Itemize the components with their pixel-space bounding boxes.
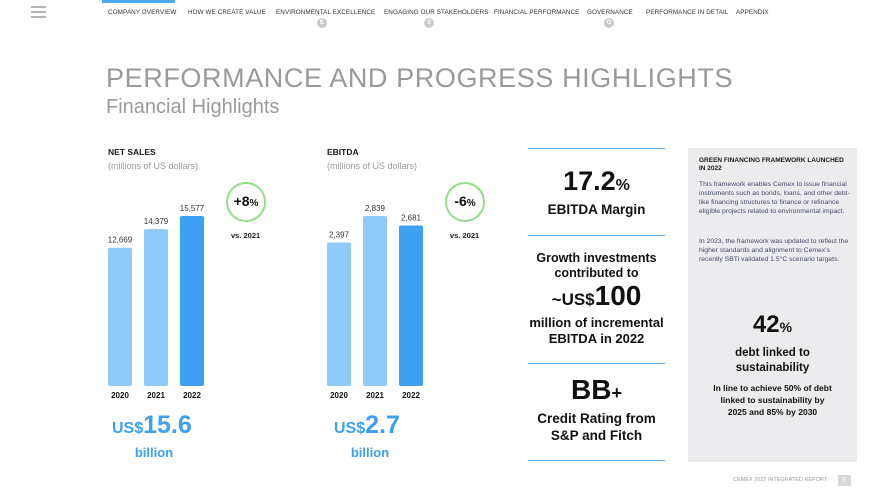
net-sales-change-unit: % [249,198,259,209]
ebitda-margin-value: 17.2% [518,166,675,197]
net-sales-change-badge: +8% [226,182,266,222]
kpi-divider-bottom [528,460,665,461]
ebitda-currency: US$ [334,420,366,437]
ebitda-tick-2022: 2022 [402,391,420,400]
green-financing-para-2: In 2023, the framework was updated to re… [699,238,849,263]
nav-appendix[interactable]: APPENDIX [736,9,769,16]
net-sales-tick-2020: 2020 [111,391,129,400]
ebitda-total-unit: billion [350,445,390,460]
ebitda-unit: (millions of US dollars) [327,161,418,171]
page-subtitle: Financial Highlights [106,96,280,118]
credit-rating-label-1: Credit Rating from [537,411,656,426]
growth-number: 100 [594,280,642,311]
net-sales-title: NET SALES [108,147,156,157]
ebitda-bar-2022 [399,225,423,386]
growth-intro-1: Growth investments [536,251,657,265]
nav-financial-performance[interactable]: FINANCIAL PERFORMANCE [494,9,580,16]
nav-active-indicator [102,0,175,3]
growth-label-1: million of incremental [529,315,664,330]
nav-governance[interactable]: GOVERNANCE [587,9,633,16]
net-sales-tick-2021: 2021 [147,391,165,400]
ebitda-value-label-2022: 2,681 [401,213,422,222]
green-financing-heading: GREEN FINANCING FRAMEWORK LAUNCHED IN 20… [699,157,844,172]
net-sales-currency: US$ [112,420,144,437]
growth-label-2: EBITDA in 2022 [548,331,645,346]
ebitda-tick-2020: 2020 [330,391,348,400]
sustainability-debt-label-2: sustainability [735,362,810,374]
ebitda-chart: 2,397 2020 2,839 2021 2,681 2022 [327,204,423,400]
growth-prefix: ~US$ [551,290,595,309]
ebitda-bar-2021 [363,216,387,386]
ebitda-vs-label: vs. 2021 [450,231,480,240]
net-sales-bar-2020 [108,247,132,386]
net-sales-value-label-2021: 14,379 [144,217,169,226]
nav-engaging-stakeholders[interactable]: ENGAGING OUR STAKEHOLDERS [384,9,489,16]
credit-rating-value: BB+ [518,374,675,406]
sustainability-debt-number: 42 [752,311,780,338]
net-sales-bar-2022 [180,216,204,386]
badge-governance: G [604,18,614,28]
ebitda-margin-number: 17.2 [563,166,616,196]
green-financing-panel: GREEN FINANCING FRAMEWORK LAUNCHED IN 20… [688,148,857,462]
nav-company-overview[interactable]: COMPANY OVERVIEW [108,9,177,16]
sustainability-debt-label-1: debt linked to [735,347,810,359]
net-sales-bar-2021 [144,229,168,386]
ebitda-change-badge: -6% [445,182,485,222]
nav-environmental-excellence[interactable]: ENVIRONMENTAL EXCELLENCE [276,9,376,16]
nav-performance-in-detail[interactable]: PERFORMANCE IN DETAIL [646,9,729,16]
net-sales-value-label-2020: 12,669 [108,236,133,245]
badge-social: S [424,18,434,28]
growth-intro-2: contributed to [554,266,639,280]
menu-icon[interactable] [31,6,46,18]
badge-environmental: E [317,18,327,28]
net-sales-chart: 12,669 2020 14,379 2021 15,577 2022 [108,204,205,400]
credit-rating-grade: BB [571,374,612,405]
kpi-divider-2 [528,235,665,236]
sustainability-target-text: In line to achieve 50% of debt linked to… [713,383,832,417]
kpi-divider-top [528,148,665,149]
net-sales-total-value: 15.6 [143,411,192,439]
net-sales-vs-label: vs. 2021 [231,231,261,240]
ebitda-total: US$2.7 [334,411,400,440]
net-sales-value-label-2022: 15,577 [180,204,205,213]
credit-rating-suffix: + [611,383,622,403]
sustainability-debt-unit: % [779,319,793,335]
ebitda-title: EBITDA [327,147,359,157]
ebitda-tick-2021: 2021 [366,391,384,400]
sustainability-debt-value: 42% [688,311,857,339]
ebitda-change-value: -6 [454,193,467,209]
net-sales-total-unit: billion [134,445,174,460]
nav-how-we-create-value[interactable]: HOW WE CREATE VALUE [188,9,266,16]
net-sales-total: US$15.6 [112,411,192,440]
ebitda-bar-2020 [327,242,351,386]
ebitda-margin-label: EBITDA Margin [547,202,646,217]
ebitda-value-label-2021: 2,839 [365,204,386,213]
ebitda-margin-unit: % [615,177,630,194]
footer-report-name: CEMEX 2022 INTEGRATED REPORT [733,477,828,483]
green-financing-para-1: This framework enables Cemex to issue fi… [699,181,850,215]
growth-value: ~US$100 [518,280,675,312]
credit-rating-label-2: S&P and Fitch [550,428,643,443]
ebitda-change-unit: % [466,198,476,209]
page-number: 6 [838,475,851,486]
net-sales-tick-2022: 2022 [183,391,201,400]
page-title: PERFORMANCE AND PROGRESS HIGHLIGHTS [106,63,734,93]
net-sales-change-value: +8 [233,193,250,209]
ebitda-total-value: 2.7 [365,411,400,439]
kpi-divider-3 [528,363,665,364]
ebitda-value-label-2020: 2,397 [329,230,350,239]
net-sales-unit: (millions of US dollars) [108,161,199,171]
